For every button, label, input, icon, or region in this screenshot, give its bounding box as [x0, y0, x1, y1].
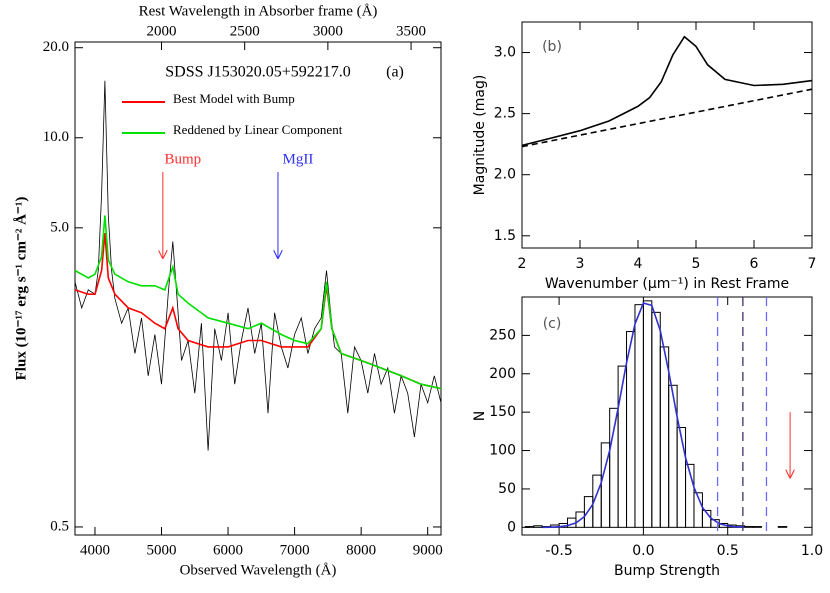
x-tick-label: 2 [518, 256, 527, 272]
annotation: (b) [542, 39, 562, 55]
x-tick-label: 9000 [413, 542, 443, 558]
series-line [521, 88, 813, 148]
histogram-bar [642, 300, 653, 528]
series-line [542, 302, 745, 529]
histogram-bar [617, 365, 628, 528]
y-axis-label: Magnitude (mag) [472, 75, 488, 196]
x-axis-label: Wavenumber (μm⁻¹) in Rest Frame [545, 276, 789, 292]
y-tick-label: 200 [489, 366, 516, 382]
histogram-bar [676, 427, 687, 528]
legend-label: Reddened by Linear Component [173, 122, 343, 137]
annotation: (a) [386, 64, 404, 81]
y-tick-label: 2.0 [494, 167, 516, 183]
series-line [74, 80, 442, 451]
x-axis-label: Observed Wavelength (Å) [180, 562, 337, 578]
histogram-bar [524, 526, 535, 528]
y-axis-label: Flux (10⁻¹⁷ erg s⁻¹ cm⁻² Å⁻¹) [13, 197, 29, 381]
plot-frame [74, 41, 442, 536]
x-tick-label: 8000 [346, 542, 376, 558]
histogram-bar [752, 526, 762, 528]
y-tick-label: 2.5 [494, 106, 516, 122]
x2-tick-label: 3000 [313, 23, 343, 39]
histogram-bar [651, 311, 661, 528]
plot-frame [521, 296, 813, 536]
legend-label: Best Model with Bump [173, 91, 295, 106]
annotation: SDSS J153020.05+592217.0 [165, 64, 351, 81]
y-tick-label: 250 [489, 327, 516, 343]
x-tick-label: 4000 [80, 542, 110, 558]
x-tick-label: 6 [750, 256, 759, 272]
series-line [521, 35, 813, 147]
y-tick-label: 0 [507, 519, 516, 535]
x2-tick-label: 2000 [147, 23, 177, 39]
histogram-bar [626, 331, 636, 528]
x2-axis-label: Rest Wavelength in Absorber frame (Å) [139, 3, 378, 19]
x-tick-label: 3 [576, 256, 585, 272]
annotation: MgII [283, 151, 314, 167]
y-tick-label: 10.0 [43, 129, 69, 145]
x-tick-label: 0.5 [717, 543, 739, 559]
x-tick-label: 5000 [147, 542, 177, 558]
x-tick-label: 1.0 [801, 543, 823, 559]
x-tick-label: 6000 [213, 542, 243, 558]
y-tick-label: 3.0 [494, 45, 516, 61]
x-tick-label: 4 [634, 256, 643, 272]
x-axis-label: Bump Strength [614, 563, 720, 579]
panel: 1.5 2.0 2.5 3.0 2 3 4 5 6 7 Wavenumber (μm⁻¹) in R… [472, 21, 817, 292]
y-tick-label: 5.0 [50, 219, 69, 235]
histogram-bar [583, 496, 594, 528]
x2-tick-label: 3500 [396, 23, 426, 39]
y-tick-label: 100 [489, 443, 516, 459]
y-axis-label: N [472, 411, 488, 421]
x-tick-label: 5 [692, 256, 701, 272]
histogram-bar [659, 346, 670, 528]
x-tick-label: -0.5 [545, 543, 572, 559]
annotation: (c) [543, 316, 562, 332]
y-tick-label: 50 [498, 481, 516, 497]
annotation: Bump [164, 151, 201, 167]
x-tick-label: 0.0 [632, 543, 654, 559]
panel: 0.5 5.0 10.0 20.0 4000 5000 6000 7000 8000 9000 20… [13, 3, 442, 578]
histogram-bar [533, 525, 543, 528]
x-tick-label: 7 [808, 256, 817, 272]
y-tick-label: 1.5 [494, 228, 516, 244]
y-tick-label: 150 [489, 404, 516, 420]
series-line [74, 233, 442, 390]
histogram-bar [744, 526, 754, 528]
series-line [74, 215, 442, 390]
panel: 0 50 100 150 200 250 -0.5 0.0 0.5 1.0 Bump Strengt… [472, 296, 823, 579]
y-tick-label: 20.0 [43, 39, 69, 55]
y-tick-label: 0.5 [50, 518, 69, 534]
x-tick-label: 7000 [280, 542, 310, 558]
plot-frame [521, 21, 813, 249]
x2-tick-label: 2500 [230, 23, 260, 39]
histogram-bar [634, 304, 644, 528]
histogram-bar [777, 526, 788, 528]
